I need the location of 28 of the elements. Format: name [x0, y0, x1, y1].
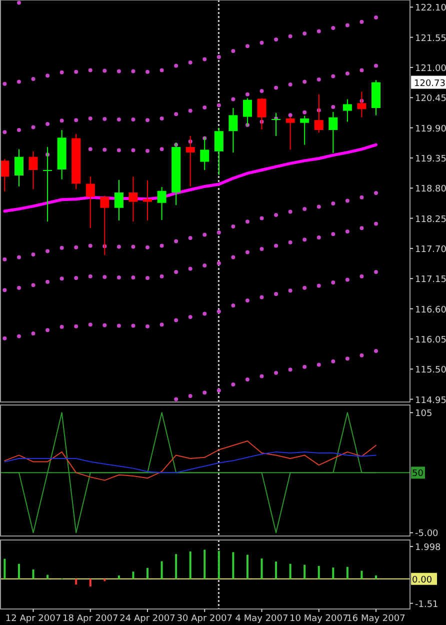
y-tick-label: 1.998 [415, 543, 442, 554]
x-tick-label: 16 May 2007 [346, 614, 406, 624]
y-tick-label: 116.60 [415, 305, 446, 316]
x-tick-label: 12 Apr 2007 [5, 614, 62, 624]
y-tick-label: -1.51 [415, 600, 438, 610]
y-tick-label: 105 [415, 409, 432, 420]
x-tick-label: 30 Apr 2007 [176, 614, 232, 624]
y-tick-label: 120.45 [415, 94, 446, 104]
y-tick-label: 121.55 [415, 34, 446, 44]
y-tick-label: 117.70 [415, 244, 446, 255]
y-tick-label: 119.90 [415, 124, 446, 134]
ref-line-label: 50 [412, 469, 424, 480]
y-tick-label: 122.10 [415, 4, 446, 14]
y-tick-label: 119.35 [415, 154, 446, 164]
y-tick-label: -5.00 [415, 529, 439, 540]
x-tick-label: 18 Apr 2007 [62, 614, 118, 624]
text: 120.73 [414, 78, 446, 89]
y-tick-label: 114.95 [415, 396, 446, 406]
y-tick-label: 117.15 [415, 275, 446, 286]
y-tick-label: 118.80 [415, 184, 446, 195]
y-tick-label: 121.00 [415, 64, 446, 74]
y-tick-label: 115.50 [415, 366, 446, 376]
x-tick-label: 4 May 2007 [235, 614, 288, 624]
x-tick-label: 10 May 2007 [290, 614, 348, 624]
y-tick-label: 118.25 [415, 214, 446, 225]
ref-line-label: 0.00 [412, 575, 432, 586]
y-tick-label: 116.05 [415, 335, 446, 346]
x-tick-label: 24 Apr 2007 [120, 614, 176, 624]
